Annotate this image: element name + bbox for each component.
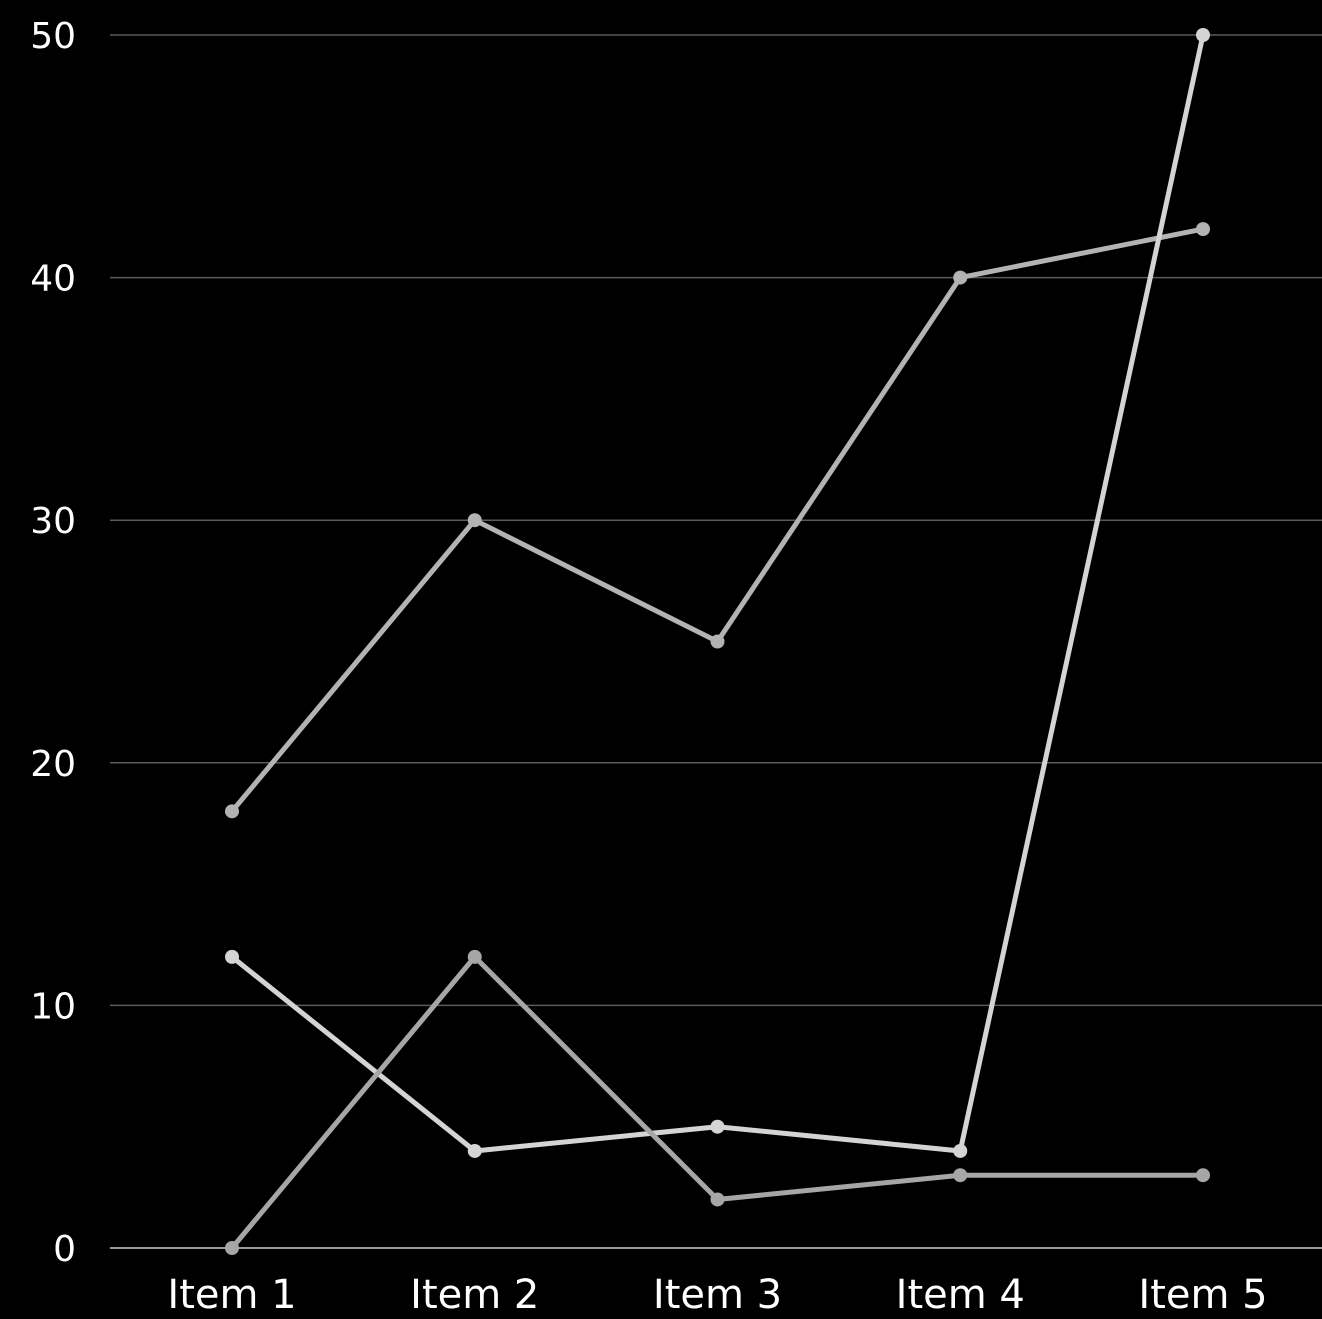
data-point[interactable] <box>225 804 239 819</box>
x-tick-label: Item 3 <box>653 1272 782 1314</box>
y-tick-label: 30 <box>30 501 76 542</box>
y-tick-label: 10 <box>30 986 76 1027</box>
data-point[interactable] <box>225 949 239 964</box>
x-tick-label: Item 4 <box>896 1272 1025 1314</box>
data-point[interactable] <box>467 1143 482 1158</box>
y-tick-label: 0 <box>53 1229 76 1270</box>
data-point[interactable] <box>953 1168 968 1183</box>
y-tick-label: 20 <box>30 744 76 785</box>
series-2 <box>225 28 1210 1158</box>
series-lines <box>225 28 1210 1255</box>
x-axis-ticks: Item 1 Item 2 Item 3 Item 4 Item 5 <box>167 1272 1267 1318</box>
data-point[interactable] <box>1196 1168 1210 1183</box>
y-tick-label: 50 <box>30 16 76 57</box>
series-line <box>230 34 1206 1154</box>
series-1 <box>225 222 1210 819</box>
gridlines <box>110 34 1322 1249</box>
data-point[interactable] <box>467 949 482 964</box>
y-tick-label: 40 <box>30 259 76 300</box>
data-point[interactable] <box>710 634 725 649</box>
x-tick-label: Item 5 <box>1138 1272 1267 1314</box>
data-point[interactable] <box>953 270 968 285</box>
data-point[interactable] <box>710 1119 725 1134</box>
data-point[interactable] <box>953 1143 968 1158</box>
series-3 <box>225 949 1210 1255</box>
data-point[interactable] <box>467 513 482 528</box>
data-point[interactable] <box>710 1192 725 1207</box>
data-point[interactable] <box>1196 28 1210 42</box>
x-tick-label: Item 1 <box>167 1272 296 1314</box>
x-tick-label: Item 2 <box>410 1272 539 1314</box>
data-point[interactable] <box>225 1241 239 1255</box>
y-axis-ticks: 0 10 20 30 40 50 <box>30 16 76 1270</box>
data-point[interactable] <box>1196 222 1210 237</box>
